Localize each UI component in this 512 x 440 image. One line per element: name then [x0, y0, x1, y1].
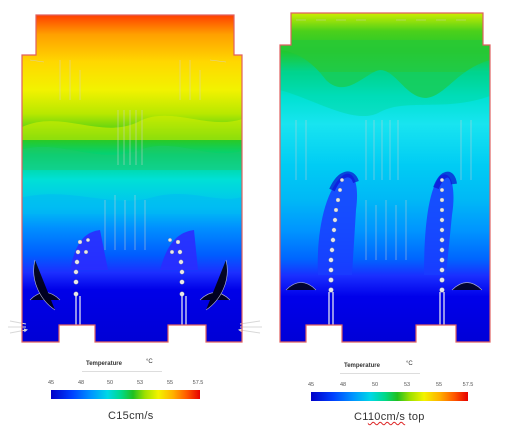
colorbar-title: Temperature [86, 361, 122, 367]
colorbar-tick: 50 [106, 380, 114, 386]
colorbar-tick: 57.5 [462, 382, 474, 388]
colorbar-divider [82, 371, 162, 372]
colorbar-tick: 45 [47, 380, 55, 386]
colorbar-tick: 57.5 [192, 380, 204, 386]
temperature-field-right [279, 12, 491, 343]
colorbar [311, 392, 468, 401]
spellcheck-underlined-text: 10cm/s [367, 411, 406, 423]
caption-text-pre: C1 [354, 411, 368, 423]
colorbar-divider [340, 373, 420, 374]
colorbar-title: Temperature [344, 363, 380, 369]
colorbar-tick: 55 [166, 380, 174, 386]
colorbar-tick: 48 [77, 380, 85, 386]
colorbar [51, 390, 200, 399]
panel-left: Temperature °C 45 48 50 53 55 57.5 C15cm… [8, 14, 262, 422]
colorbar-tick: 53 [403, 382, 411, 388]
panel-caption: C15cm/s [108, 410, 154, 422]
temperature-field-left [8, 14, 262, 343]
panel-caption: C110cm/s top [354, 411, 425, 423]
colorbar-tick: 53 [136, 380, 144, 386]
colorbar-unit: °C [406, 361, 413, 367]
colorbar-tick: 45 [307, 382, 315, 388]
colorbar-tick: 55 [435, 382, 443, 388]
colorbar-tick: 50 [371, 382, 379, 388]
colorbar-tick: 48 [339, 382, 347, 388]
panel-right: Temperature °C 45 48 50 53 55 57.5 C110c… [256, 0, 512, 440]
colorbar-unit: °C [146, 359, 153, 365]
caption-text-post: top [405, 411, 425, 423]
